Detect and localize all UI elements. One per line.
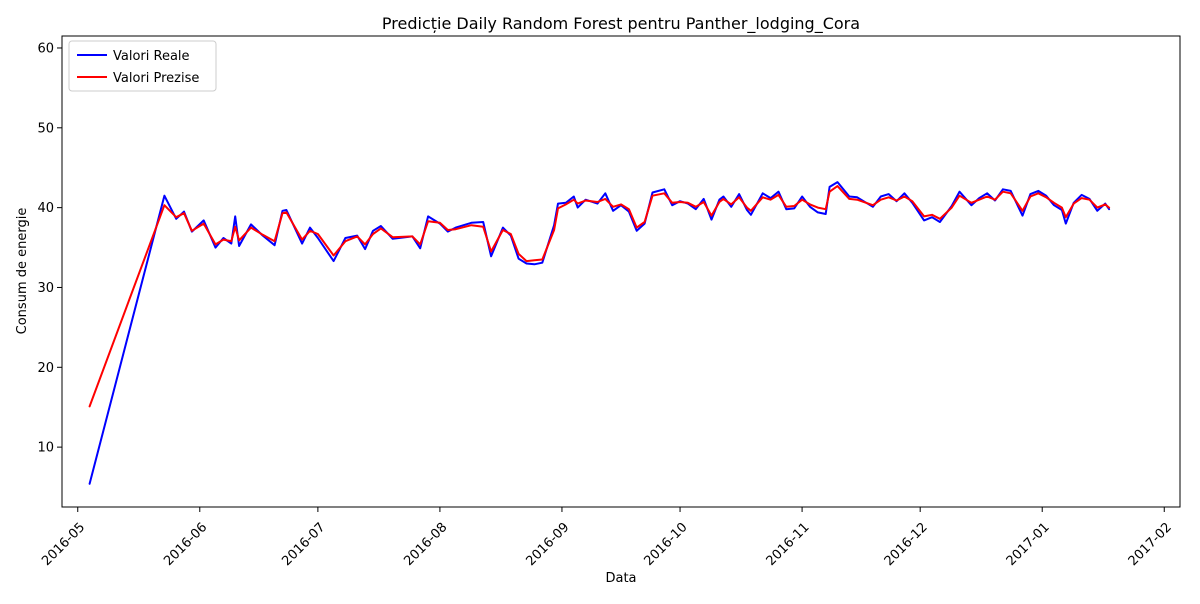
x-axis-label: Data [605, 571, 636, 586]
series-line-valori-prezise [88, 185, 1111, 408]
y-tick-label: 10 [37, 441, 54, 456]
chart-title: Predicție Daily Random Forest pentru Pan… [382, 14, 860, 34]
y-tick-label: 40 [37, 201, 54, 216]
y-tick-label: 30 [37, 281, 54, 296]
legend-box [68, 40, 217, 92]
series-layer [88, 181, 1111, 485]
plot-area [61, 35, 1181, 508]
y-axis: 10 20 30 40 50 60 [37, 41, 62, 456]
y-tick-label: 50 [37, 121, 54, 136]
legend-label-valori-prezise: Valori Prezise [113, 71, 199, 86]
legend: Valori Reale Valori Prezise [68, 40, 217, 92]
plot-frame [61, 35, 1181, 508]
y-tick-label: 20 [37, 361, 54, 376]
y-tick-label: 60 [37, 41, 54, 56]
legend-label-valori-reale: Valori Reale [113, 49, 190, 64]
y-axis-label: Consum de energie [15, 208, 30, 335]
